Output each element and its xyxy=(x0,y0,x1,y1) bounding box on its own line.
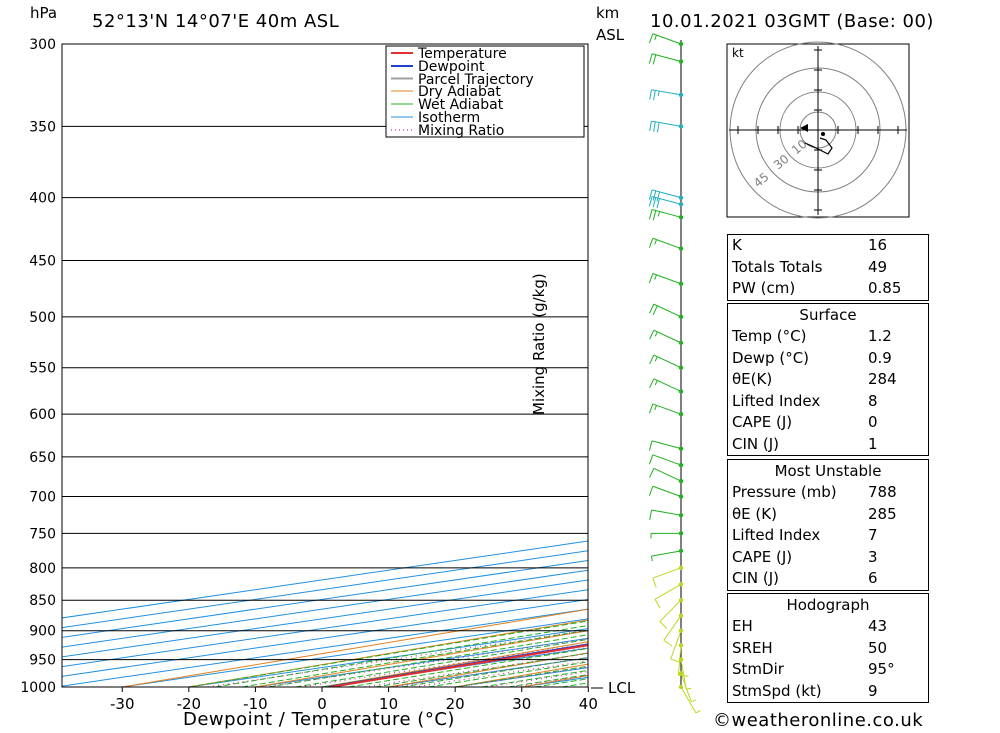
wind-barb xyxy=(650,468,684,483)
surface-row: Dewp (°C) 0.9 xyxy=(728,348,928,370)
wind-barb xyxy=(660,598,683,628)
station-location: 52°13'N 14°07'E 40m ASL xyxy=(92,11,339,32)
general-indices-table: K 16 Totals Totals 49 PW (cm) 0.85 xyxy=(727,234,929,301)
wind-barb xyxy=(651,531,683,538)
temperature-tick-label: -30 xyxy=(110,695,135,713)
pressure-tick-label: 700 xyxy=(29,490,56,506)
wind-barb xyxy=(649,238,683,250)
wind-barb xyxy=(649,486,683,498)
wind-barb xyxy=(649,404,683,416)
hodograph-unit: kt xyxy=(732,46,744,60)
hodograph-row: SREH 50 xyxy=(728,638,928,660)
pressure-tick-label: 900 xyxy=(29,624,56,640)
surface-title: Surface xyxy=(728,304,928,326)
surface-row: Temp (°C) 1.2 xyxy=(728,326,928,348)
pressure-tick-label: 400 xyxy=(29,191,56,207)
plot-frame xyxy=(62,44,588,687)
wind-barb xyxy=(649,197,683,209)
wind-barb xyxy=(649,190,683,202)
most-unstable-row: CIN (J) 6 xyxy=(728,568,928,590)
pressure-tick-label: 600 xyxy=(29,407,56,423)
pressure-tick-label: 800 xyxy=(29,561,56,577)
wind-barb xyxy=(651,549,683,561)
dry-adiabat-line xyxy=(988,44,1000,687)
pressure-tick-label: 850 xyxy=(29,593,56,609)
pressure-tick-label: 550 xyxy=(29,361,56,377)
copyright: ©weatheronline.co.uk xyxy=(713,710,923,731)
pressure-tick-label: 750 xyxy=(29,526,56,542)
pressure-tick-label: 500 xyxy=(29,310,56,326)
pressure-tick-label: 1000 xyxy=(20,680,56,696)
hodograph-row: StmDir 95° xyxy=(728,659,928,681)
wind-barb xyxy=(650,510,683,520)
valid-time: 10.01.2021 03GMT (Base: 00) xyxy=(650,11,934,32)
asl-unit-label: ASL xyxy=(596,26,624,44)
temperature-tick-label: 40 xyxy=(579,695,598,713)
hodograph-row: StmSpd (kt) 9 xyxy=(728,681,928,703)
most-unstable-row: Lifted Index 7 xyxy=(728,525,928,547)
pressure-tick-label: 350 xyxy=(29,119,56,135)
surface-row: CIN (J) 1 xyxy=(728,434,928,456)
wind-barb xyxy=(655,582,683,608)
lcl-label: LCL xyxy=(608,679,635,697)
wind-barb xyxy=(649,455,683,467)
km-unit-label: km xyxy=(596,4,619,22)
pressure-tick-label: 950 xyxy=(29,653,56,669)
index-row-pw: PW (cm) 0.85 xyxy=(728,278,928,300)
surface-row: CAPE (J) 0 xyxy=(728,412,928,434)
hodograph-point xyxy=(821,132,825,136)
hodograph-table: Hodograph EH 43 SREH 50 StmDir 95° StmSpd (… xyxy=(727,593,929,703)
index-row-totals: Totals Totals 49 xyxy=(728,257,928,279)
wind-barb xyxy=(649,34,683,46)
most-unstable-table: Most Unstable Pressure (mb) 788 θE (K) 285… xyxy=(727,459,929,591)
most-unstable-row: θE (K) 285 xyxy=(728,504,928,526)
most-unstable-title: Most Unstable xyxy=(728,460,928,482)
wind-barb xyxy=(650,121,683,132)
wind-barb xyxy=(650,304,684,319)
temperature-tick-label: 30 xyxy=(512,695,531,713)
legend: Temperature Dewpoint Parcel Trajectory D… xyxy=(386,46,584,139)
mixing-ratio-axis-label: Mixing Ratio (g/kg) xyxy=(530,273,548,415)
surface-table: Surface Temp (°C) 1.2 Dewp (°C) 0.9 θE(K) 2… xyxy=(727,303,929,456)
pressure-unit-label: hPa xyxy=(30,4,57,22)
wind-barb xyxy=(653,566,683,588)
wind-barb xyxy=(650,330,684,345)
wind-barb xyxy=(649,274,683,286)
wind-barb xyxy=(649,210,683,221)
wind-barb xyxy=(650,90,683,101)
dry-adiabat-line xyxy=(921,44,1000,687)
surface-row: θE(K) 284 xyxy=(728,369,928,391)
wind-barb xyxy=(650,379,684,394)
wind-barb xyxy=(649,54,683,65)
index-row-k: K 16 xyxy=(728,235,928,257)
x-axis-label: Dewpoint / Temperature (°C) xyxy=(183,709,455,730)
hodograph-row: EH 43 xyxy=(728,616,928,638)
most-unstable-row: CAPE (J) 3 xyxy=(728,547,928,569)
pressure-tick-label: 650 xyxy=(29,450,56,466)
wind-barb xyxy=(649,441,683,451)
pressure-tick-label: 300 xyxy=(29,37,56,53)
wind-barb xyxy=(650,355,684,370)
pressure-tick-label: 450 xyxy=(29,254,56,270)
most-unstable-row: Pressure (mb) 788 xyxy=(728,482,928,504)
surface-row: Lifted Index 8 xyxy=(728,391,928,413)
legend-mixing-ratio: Mixing Ratio xyxy=(418,123,504,139)
hodograph-title: Hodograph xyxy=(728,594,928,616)
